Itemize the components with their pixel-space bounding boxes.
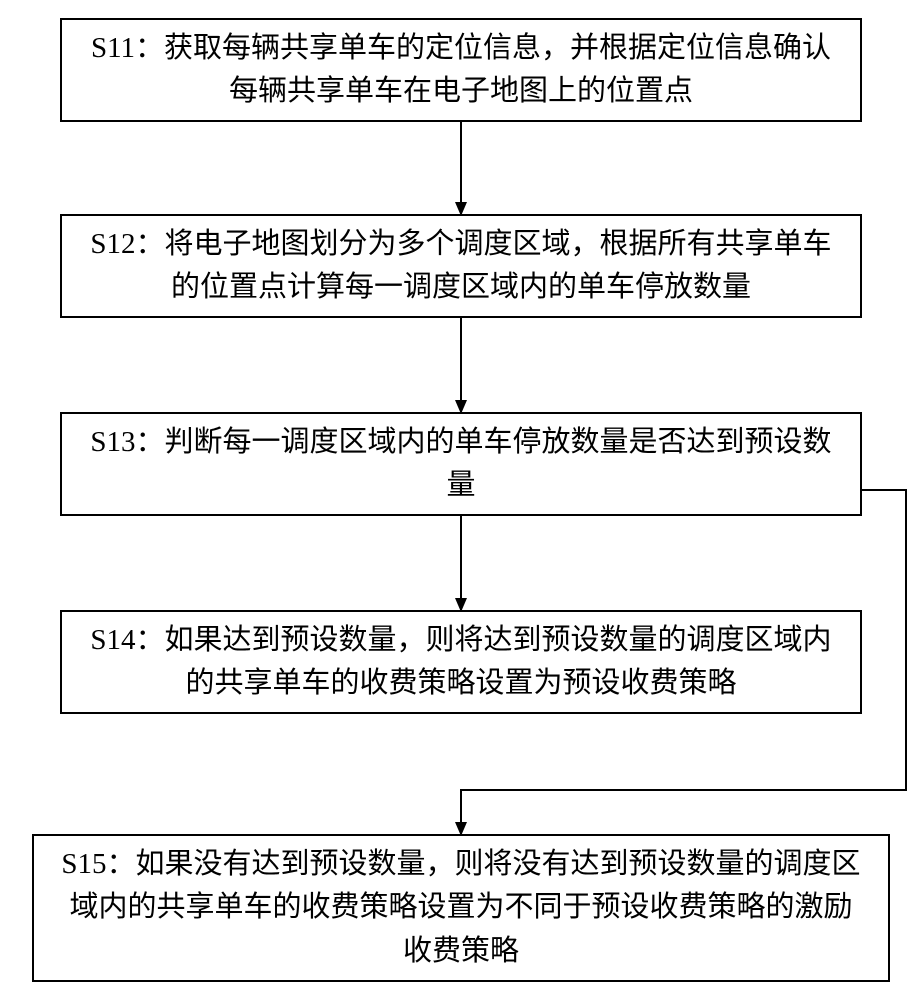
flow-node-s12: S12：将电子地图划分为多个调度区域，根据所有共享单车的位置点计算每一调度区域内… xyxy=(60,214,862,318)
flow-node-text: S12：将电子地图划分为多个调度区域，根据所有共享单车的位置点计算每一调度区域内… xyxy=(86,223,836,310)
flow-node-text: S11：获取每辆共享单车的定位信息，并根据定位信息确认每辆共享单车在电子地图上的… xyxy=(86,27,836,114)
flow-node-s14: S14：如果达到预设数量，则将达到预设数量的调度区域内的共享单车的收费策略设置为… xyxy=(60,610,862,714)
flow-node-text: S13：判断每一调度区域内的单车停放数量是否达到预设数量 xyxy=(86,421,836,508)
flow-node-s13: S13：判断每一调度区域内的单车停放数量是否达到预设数量 xyxy=(60,412,862,516)
flow-node-s11: S11：获取每辆共享单车的定位信息，并根据定位信息确认每辆共享单车在电子地图上的… xyxy=(60,18,862,122)
flow-node-s15: S15：如果没有达到预设数量，则将没有达到预设数量的调度区域内的共享单车的收费策… xyxy=(32,834,890,982)
flow-node-text: S15：如果没有达到预设数量，则将没有达到预设数量的调度区域内的共享单车的收费策… xyxy=(58,843,864,974)
flowchart-diagram: S11：获取每辆共享单车的定位信息，并根据定位信息确认每辆共享单车在电子地图上的… xyxy=(0,0,922,1000)
flow-node-text: S14：如果达到预设数量，则将达到预设数量的调度区域内的共享单车的收费策略设置为… xyxy=(86,619,836,706)
